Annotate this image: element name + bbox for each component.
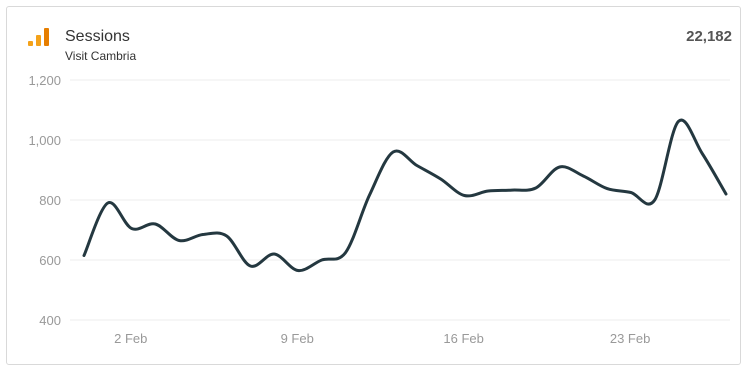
data-point[interactable] [292,265,304,277]
data-point[interactable] [126,223,138,235]
x-tick-label: 16 Feb [443,331,483,346]
data-point[interactable] [482,185,494,197]
data-point[interactable] [672,115,684,127]
data-point[interactable] [411,160,423,172]
gridlines [70,79,730,321]
analytics-bar-small [28,41,33,46]
data-point[interactable] [316,254,328,266]
y-tick-label: 600 [39,253,61,268]
data-point[interactable] [149,218,161,230]
data-point[interactable] [363,190,375,202]
analytics-bar-medium [36,35,41,46]
x-tick-label: 23 Feb [610,331,650,346]
widget-subtitle: Visit Cambria [65,49,137,63]
data-point[interactable] [458,190,470,202]
widget-title: Sessions [65,28,130,45]
data-point[interactable] [530,182,542,194]
data-point[interactable] [720,188,732,200]
data-point[interactable] [340,247,352,259]
data-point[interactable] [649,194,661,206]
analytics-bars-icon [28,28,49,46]
data-point[interactable] [435,173,447,185]
x-tick-label: 2 Feb [114,331,147,346]
analytics-bar-large [44,28,49,46]
sessions-total: 22,182 [686,28,732,45]
y-axis: 400 600 800 1,000 1,200 [28,73,61,328]
x-tick-label: 9 Feb [281,331,314,346]
series-line-sessions [82,118,728,273]
data-point[interactable] [577,170,589,182]
series-layer [78,115,732,277]
data-point[interactable] [268,248,280,260]
y-tick-label: 1,000 [28,133,61,148]
y-tick-label: 400 [39,313,61,328]
data-point[interactable] [197,229,209,241]
data-point[interactable] [601,183,613,195]
data-point[interactable] [625,187,637,199]
x-axis: 2 Feb 9 Feb 16 Feb 23 Feb [114,331,650,346]
y-tick-label: 800 [39,193,61,208]
data-point[interactable] [387,146,399,158]
sessions-card: Sessions Visit Cambria 22,182 [6,6,741,365]
data-point[interactable] [244,260,256,272]
data-point[interactable] [173,235,185,247]
data-point[interactable] [696,148,708,160]
y-tick-label: 1,200 [28,73,61,88]
data-point[interactable] [554,161,566,173]
data-point[interactable] [221,230,233,242]
data-point[interactable] [78,250,90,262]
data-point[interactable] [506,184,518,196]
data-point[interactable] [102,197,114,209]
